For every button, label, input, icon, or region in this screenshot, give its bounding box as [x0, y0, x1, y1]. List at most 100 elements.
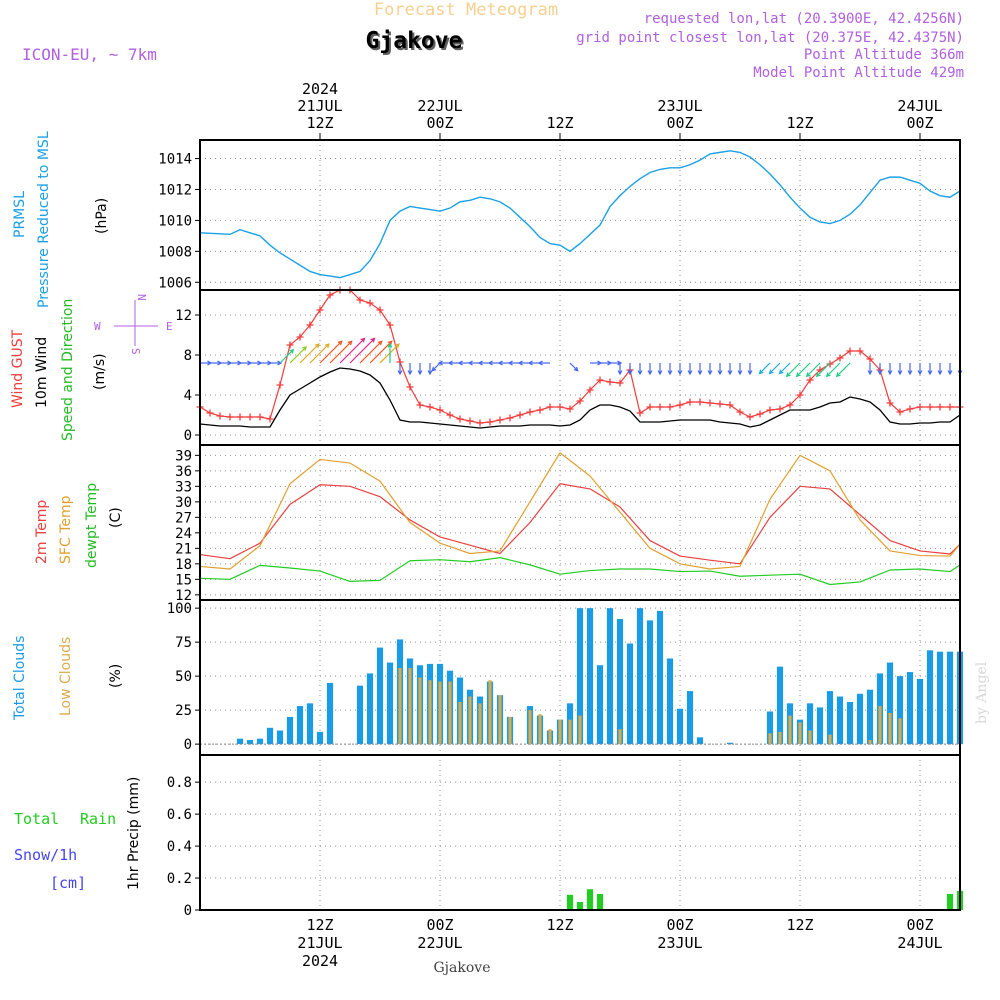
low-cloud-bar [498, 695, 502, 745]
low-cloud-bar [788, 715, 792, 745]
gust-marker [486, 418, 494, 426]
gust-marker [756, 410, 764, 418]
low-cloud-bar [508, 716, 512, 745]
bottom-time-label: 24JUL [897, 934, 942, 952]
total-cloud-bar [376, 647, 384, 745]
top-time-label: 12Z [786, 114, 813, 132]
pressure-ytick-label: 1006 [158, 275, 192, 291]
wind-direction-arrow [279, 349, 294, 364]
total-cloud-bar [606, 608, 614, 745]
gust-marker [746, 413, 754, 421]
clouds-ytick-label: 100 [167, 601, 192, 617]
pressure-frame [199, 139, 961, 291]
low-clouds-label: Low Clouds [58, 637, 74, 716]
wind-arrow-head [657, 370, 663, 376]
gust-marker [446, 411, 454, 419]
total-cloud-bar [726, 742, 734, 745]
low-cloud-bar [618, 729, 622, 745]
total-cloud-bar [946, 651, 954, 745]
gust-marker [326, 291, 334, 299]
low-cloud-bar [548, 729, 552, 745]
total-cloud-bar [856, 693, 864, 745]
wind-arrow-head [907, 370, 913, 376]
gust-marker [556, 403, 564, 411]
bottom-time-label: 00Z [906, 916, 933, 934]
total-cloud-bar [306, 703, 314, 745]
bottom-time-label: 21JUL [297, 934, 342, 952]
gust-marker [376, 306, 384, 314]
wind-arrow-head [447, 360, 453, 366]
wind-arrow-head [815, 372, 821, 378]
model-label: ICON-EU, ~ 7km [22, 45, 157, 64]
wind-arrow-head [394, 343, 400, 349]
gust-marker [596, 376, 604, 384]
wind-arrow-head [785, 372, 791, 378]
wind-arrow-head [887, 370, 893, 376]
total-cloud-bar [236, 738, 244, 745]
tsfc-line [199, 452, 961, 570]
wind-arrow-head [667, 370, 673, 376]
temperature-ytick-label: 30 [175, 495, 192, 511]
gust-marker [406, 383, 414, 391]
top-time-label: 21JUL [297, 97, 342, 115]
chart-title: Forecast Meteogram [374, 0, 558, 20]
pressure-panel-labels: PRMSL Pressure Reduced to MSL (hPa) [12, 131, 110, 308]
wind-ytick-label: 0 [184, 428, 192, 444]
gust-marker [536, 406, 544, 414]
total-cloud-bar [696, 737, 704, 745]
wind-arrow-head [877, 370, 883, 376]
total-cloud-bar [676, 708, 684, 745]
gust-marker [766, 406, 774, 414]
gust-marker [616, 379, 624, 387]
model-point-altitude: Model Point Altitude 429m [753, 65, 964, 81]
temperature-ytick-label: 15 [175, 572, 192, 588]
total-cloud-bar [846, 701, 854, 745]
gust-marker [856, 347, 864, 355]
top-time-label: 22JUL [417, 97, 462, 115]
gust-marker [866, 355, 874, 363]
top-time-label: 24JUL [897, 97, 942, 115]
gust-marker [706, 399, 714, 407]
gust-marker [666, 403, 674, 411]
total-cloud-bar [246, 740, 254, 745]
top-time-label: 00Z [426, 114, 453, 132]
total-cloud-bar [356, 685, 364, 745]
low-cloud-bar [468, 696, 472, 745]
total-cloud-bar [886, 662, 894, 745]
gust-marker [906, 405, 914, 413]
wind-direction-arrow [299, 343, 320, 364]
wind-panel: 0 4 8 12 [175, 286, 964, 446]
gust-marker [526, 408, 534, 416]
wind-arrow-head [697, 370, 703, 376]
wind-arrow-head [778, 369, 784, 375]
gust-marker [716, 400, 724, 408]
wind-arrow-head [337, 340, 343, 346]
low-cloud-bar [878, 706, 882, 745]
low-cloud-bar [768, 733, 772, 745]
wind-compass: W E N S [94, 294, 173, 355]
wind-arrow-head [717, 370, 723, 376]
wind-arrow-head [487, 360, 493, 366]
wind-arrow-head [431, 366, 437, 372]
low-cloud-bar [888, 712, 892, 745]
wind-arrow-head [537, 360, 543, 366]
wind-arrow-head [727, 370, 733, 376]
temperature-ytick-label: 39 [175, 448, 192, 464]
total-cloud-bar [326, 682, 334, 745]
wind-direction-arrow [359, 340, 383, 364]
gust-marker [306, 321, 314, 329]
gust-marker [286, 341, 294, 349]
low-cloud-bar [448, 681, 452, 745]
wind-arrow-head [427, 370, 433, 376]
pressure-line [199, 150, 961, 279]
total-cloud-bar [896, 676, 904, 745]
rain-bar [946, 894, 954, 910]
gust-marker [686, 398, 694, 406]
t2m-label: 2m Temp [34, 500, 50, 564]
total-cloud-bar [826, 691, 834, 745]
requested-coords: requested lon,lat (20.3900E, 42.4256N) [644, 11, 964, 27]
gust-marker [796, 391, 804, 399]
precip-ytick-label: 0 [184, 903, 192, 919]
wind-arrow-head [377, 340, 383, 346]
gust-marker [826, 360, 834, 368]
